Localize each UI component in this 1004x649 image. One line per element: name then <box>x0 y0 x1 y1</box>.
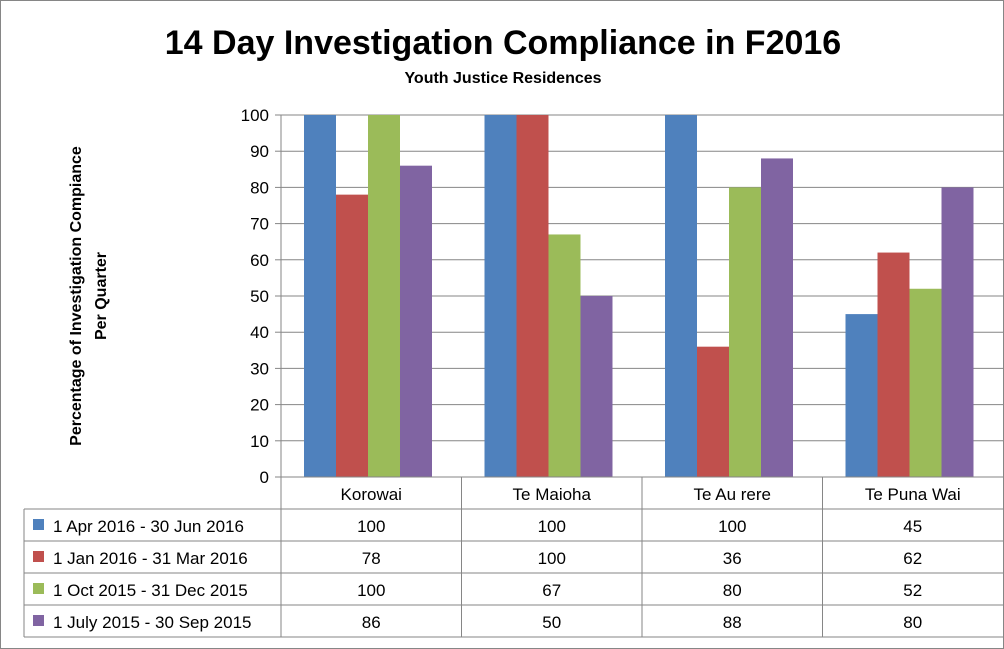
y-tick-label: 40 <box>250 323 269 342</box>
y-axis-label-line2: Per Quarter <box>93 252 110 340</box>
data-label: 78 <box>362 549 381 568</box>
y-tick-label: 30 <box>250 359 269 378</box>
legend-entry: 1 July 2015 - 30 Sep 2015 <box>53 613 251 632</box>
bar <box>548 234 581 477</box>
y-tick-label: 90 <box>250 142 269 161</box>
category-label: Te Puna Wai <box>865 485 961 504</box>
category-label: Te Maioha <box>513 485 592 504</box>
data-label: 45 <box>903 517 922 536</box>
bars <box>304 115 974 477</box>
data-label: 80 <box>903 613 922 632</box>
y-tick-label: 100 <box>241 106 269 125</box>
data-label: 62 <box>903 549 922 568</box>
data-label: 36 <box>723 549 742 568</box>
legend-entry: 1 Oct 2015 - 31 Dec 2015 <box>53 581 248 600</box>
data-label: 100 <box>357 517 385 536</box>
bar <box>761 158 793 477</box>
data-label: 88 <box>723 613 742 632</box>
legend-key <box>33 615 44 626</box>
bar <box>729 187 761 477</box>
axes: 0 10 20 30 40 50 60 70 80 90 100 <box>241 106 282 487</box>
data-label: 100 <box>718 517 746 536</box>
data-label: 100 <box>538 517 566 536</box>
bar <box>697 346 729 477</box>
y-tick-label: 50 <box>250 287 269 306</box>
bar <box>877 252 910 477</box>
data-label: 86 <box>362 613 381 632</box>
bar <box>368 115 400 477</box>
data-label: 100 <box>357 581 385 600</box>
y-tick-label: 10 <box>250 432 269 451</box>
y-axis-label-line1: Percentage of Investigation Compiance <box>68 146 85 446</box>
chart-title: 14 Day Investigation Compliance in F2016 <box>165 24 841 62</box>
legend-entry: 1 Jan 2016 - 31 Mar 2016 <box>53 549 248 568</box>
legend-entry: 1 Apr 2016 - 30 Jun 2016 <box>53 517 244 536</box>
data-label: 80 <box>723 581 742 600</box>
y-tick-label: 60 <box>250 251 269 270</box>
bar <box>909 288 942 477</box>
data-table: Korowai Te Maioha Te Au rere Te Puna Wai 1 A… <box>23 476 1003 638</box>
data-label: 100 <box>538 549 566 568</box>
data-label: 67 <box>542 581 561 600</box>
chart-subtitle: Youth Justice Residences <box>404 70 601 87</box>
bar <box>516 115 549 477</box>
legend-key <box>33 583 44 594</box>
data-label: 52 <box>903 581 922 600</box>
legend-key <box>33 519 44 530</box>
bar <box>304 115 336 477</box>
bar <box>400 165 432 477</box>
y-tick-label: 0 <box>260 468 269 487</box>
y-tick-label: 70 <box>250 215 269 234</box>
bar <box>484 115 517 477</box>
category-label: Korowai <box>341 485 402 504</box>
bar <box>665 115 697 477</box>
y-tick-label: 80 <box>250 178 269 197</box>
bar <box>845 314 878 477</box>
data-label: 50 <box>542 613 561 632</box>
bar <box>336 194 368 477</box>
y-axis-label: Percentage of Investigation Compiance Pe… <box>68 146 110 446</box>
category-label: Te Au rere <box>694 485 772 504</box>
legend-key <box>33 551 44 562</box>
bar <box>580 296 613 477</box>
bar <box>941 187 974 477</box>
y-tick-label: 20 <box>250 396 269 415</box>
